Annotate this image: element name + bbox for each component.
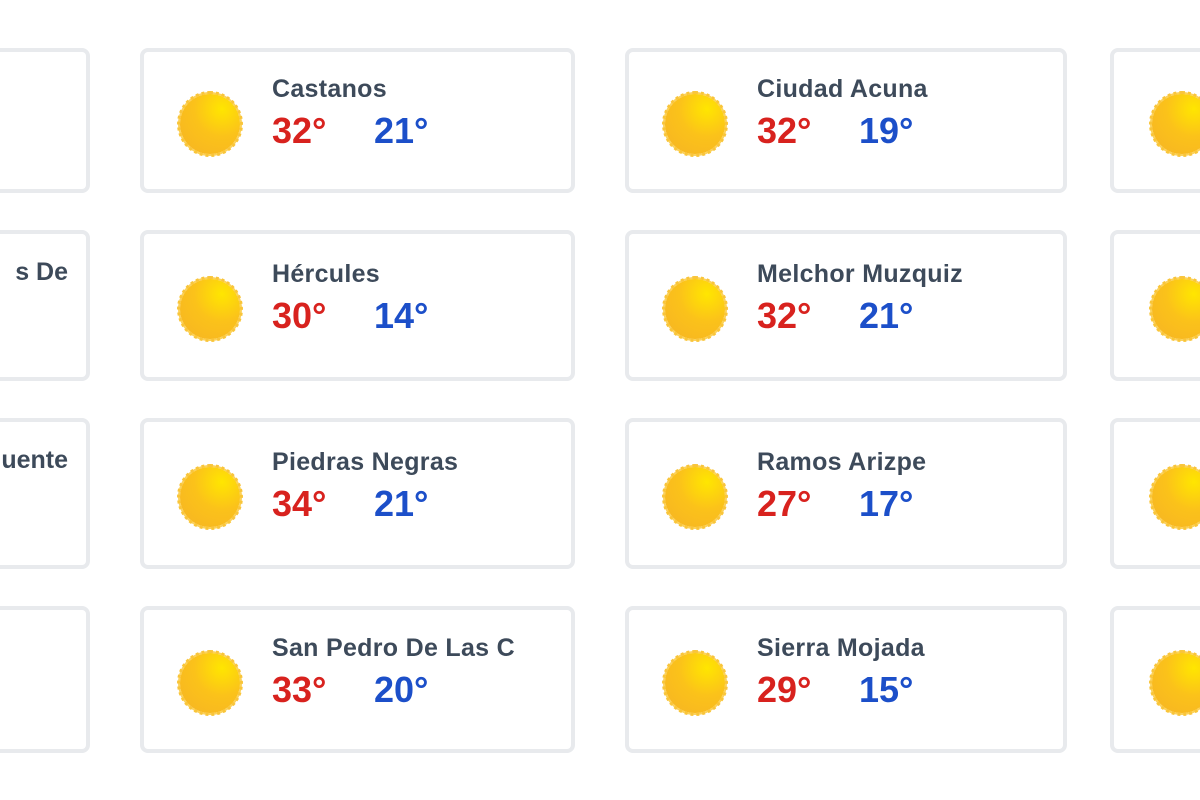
weather-card-partial[interactable] [1110,418,1200,569]
high-temp: 32° [272,109,327,151]
sun-icon [1149,463,1200,530]
city-name: Ciudad Acuna [757,74,928,103]
high-temp: 27° [757,482,812,524]
sun-icon [1149,90,1200,157]
high-temp: 29° [757,668,812,710]
weather-card-partial[interactable] [0,48,90,193]
low-temp: 15° [859,668,914,710]
weather-card[interactable]: Ciudad Acuna 32° 19° [625,48,1067,193]
weather-card[interactable]: San Pedro De Las C 33° 20° [140,606,575,753]
weather-card-partial[interactable] [1110,606,1200,753]
weather-card[interactable]: Hércules 30° 14° [140,230,575,381]
city-name: Melchor Muzquiz [757,259,963,288]
weather-card-partial[interactable] [0,606,90,753]
sun-icon [177,649,243,716]
sun-icon [662,90,728,157]
city-name: San Pedro De Las C [272,633,515,662]
high-temp: 30° [272,294,327,336]
low-temp: 19° [859,109,914,151]
sun-icon [1149,649,1200,716]
city-name: s De [15,258,68,286]
city-name: Sierra Mojada [757,633,925,662]
city-name: Piedras Negras [272,447,459,476]
sun-icon [177,463,243,530]
sun-icon [177,90,243,157]
high-temp: 32° [757,294,812,336]
weather-card[interactable]: Sierra Mojada 29° 15° [625,606,1067,753]
sun-icon [662,463,728,530]
sun-icon [177,275,243,342]
high-temp: 32° [757,109,812,151]
low-temp: 21° [374,109,429,151]
low-temp: 21° [859,294,914,336]
low-temp: 17° [859,482,914,524]
high-temp: 34° [272,482,327,524]
city-name: Castanos [272,74,387,103]
low-temp: 14° [374,294,429,336]
weather-card-partial[interactable]: s De [0,230,90,381]
sun-icon [662,649,728,716]
low-temp: 20° [374,668,429,710]
weather-card[interactable]: Piedras Negras 34° 21° [140,418,575,569]
weather-card[interactable]: Ramos Arizpe 27° 17° [625,418,1067,569]
sun-icon [1149,275,1200,342]
weather-card-partial[interactable]: uente [0,418,90,569]
weather-card[interactable]: Castanos 32° 21° [140,48,575,193]
city-name: Hércules [272,259,381,288]
city-name: Ramos Arizpe [757,447,927,476]
weather-card-partial[interactable] [1110,48,1200,193]
high-temp: 33° [272,668,327,710]
weather-card[interactable]: Melchor Muzquiz 32° 21° [625,230,1067,381]
weather-card-partial[interactable] [1110,230,1200,381]
city-name: uente [1,446,68,474]
sun-icon [662,275,728,342]
low-temp: 21° [374,482,429,524]
